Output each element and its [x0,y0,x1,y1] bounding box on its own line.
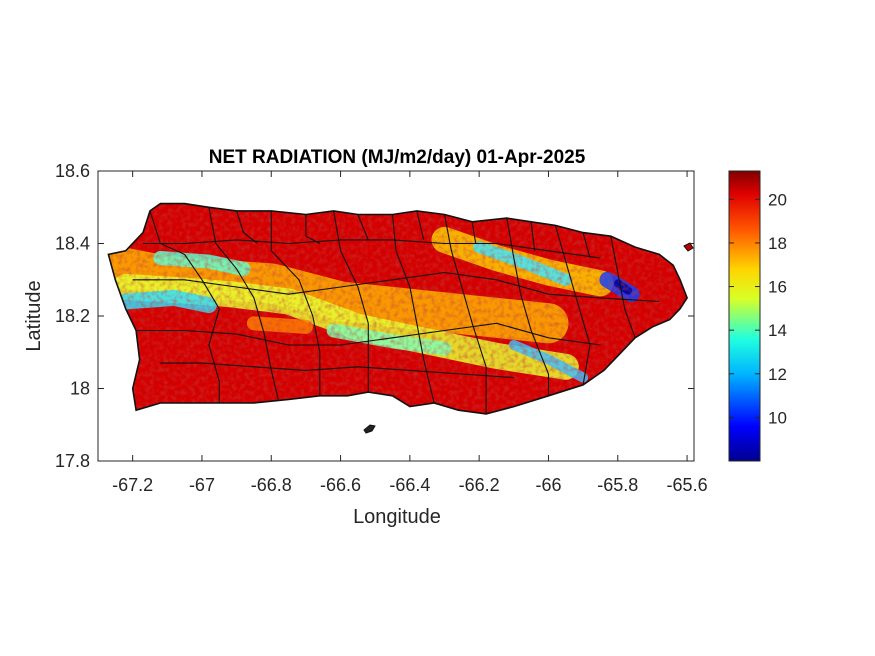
municipality-boundary [160,362,514,379]
colorbar-tick-label: 20 [768,190,787,209]
municipality-boundary [136,322,601,346]
municipality-boundary [333,210,369,393]
municipality-boundary [143,239,601,259]
municipality-boundary [391,214,435,404]
y-tick-label: 18 [70,379,90,399]
municipality-boundary [582,232,591,259]
municipality-boundary [443,214,487,414]
y-tick-label: 18.6 [55,161,90,181]
x-tick-label: -66.8 [251,475,292,495]
colorbar-tick-label: 18 [768,234,787,253]
x-tick-label: -66.4 [389,475,430,495]
x-tick-label: -65.8 [597,475,638,495]
municipality-boundary [610,236,636,338]
municipality-boundary [530,221,536,251]
municipality-boundary [506,218,550,396]
municipality-boundary [270,210,321,396]
y-tick-label: 18.4 [55,234,90,254]
y-tick-label: 17.8 [55,451,90,471]
municipality-boundary [132,271,660,303]
municipality-boundaries [132,207,660,414]
municipality-boundary [357,214,369,241]
colorbar-tick-label: 10 [768,408,787,427]
colorbar-ticks: 10 12 14 16 18 20 [729,190,787,427]
municipality-boundary [305,214,321,244]
chart-title: NET RADIATION (MJ/m2/day) 01-Apr-2025 [209,147,586,168]
x-tick-label: -67 [189,475,215,495]
x-tick-label: -65.6 [667,475,708,495]
x-tick-label: -66 [535,475,561,495]
municipality-boundary [416,210,425,241]
colorbar [728,170,761,462]
y-tick-label: 18.2 [55,306,90,326]
x-tick-label: -66.2 [459,475,500,495]
municipality-boundary [554,225,591,385]
municipality-boundary [149,210,220,403]
x-tick-label: -66.6 [320,475,361,495]
municipality-boundary [236,210,258,244]
municipality-boundary [471,221,477,244]
x-tick-label: -67.2 [112,475,153,495]
small-island-caja-de-muertos [363,424,376,434]
colorbar-tick-label: 12 [768,365,787,384]
municipality-boundary [208,207,279,400]
x-axis: -67.2 -67 -66.8 -66.6 -66.4 -66.2 -66 -65.8 -65.… [112,171,708,495]
x-axis-label: Longitude [353,506,441,528]
y-axis-label: Latitude [23,280,45,351]
colorbar-tick-label: 14 [768,321,787,340]
colorbar-tick-label: 16 [768,278,787,297]
y-axis: 17.8 18 18.2 18.4 18.6 [55,161,694,471]
